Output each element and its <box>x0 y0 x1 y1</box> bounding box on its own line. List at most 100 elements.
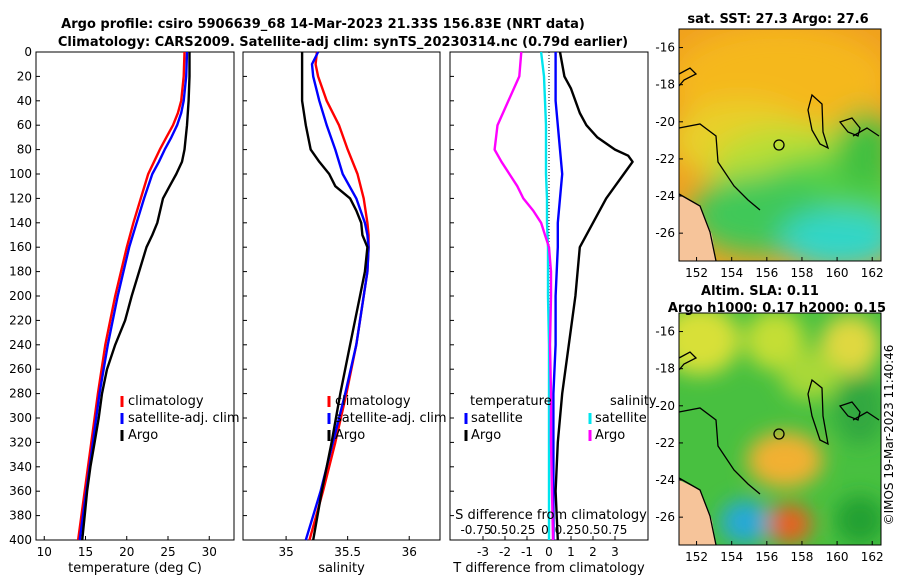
salinity-xtick-label: 35 <box>278 545 293 559</box>
sla_map-lat-label: -22 <box>655 436 675 450</box>
sla-map-title-line1: Altim. SLA: 0.11 <box>701 284 819 299</box>
imos-stamp: ©IMOS 19-Mar-2023 11:40:46 <box>882 345 896 526</box>
depth-tick-label: 360 <box>9 484 32 498</box>
temperature-xlabel: temperature (deg C) <box>68 561 202 576</box>
sla_map-lon-label: 154 <box>720 550 743 564</box>
diff-legend-right-label: satellite <box>595 411 647 426</box>
salinity-series-satellite-adj-clim <box>304 51 370 541</box>
differences-xtick-label: -1 <box>521 545 533 559</box>
sst_map-axes: 152 154 156 158 160 162 -16 -18 -20 -22 -24 -26 <box>655 41 883 280</box>
salinity-diff-tick-label: 0.25 <box>555 523 582 537</box>
diff-legend-left-label: satellite <box>471 411 523 426</box>
depth-tick-label: 100 <box>9 167 32 181</box>
temperature-series-argo <box>81 52 191 541</box>
differences-series-salinity-argo <box>493 51 555 541</box>
sst_map-lon-label: 152 <box>685 266 708 280</box>
differences-xtick-label: -2 <box>499 545 511 559</box>
temperature-xtick-label: 25 <box>160 545 175 559</box>
depth-tick-label: 340 <box>9 460 32 474</box>
differences-xtick-label: 3 <box>611 545 619 559</box>
salinity-legend-label: climatology <box>335 394 411 409</box>
sla_map-lon-label: 160 <box>826 550 849 564</box>
differences-xtick-label: 0 <box>545 545 553 559</box>
depth-tick-label: 380 <box>9 509 32 523</box>
salinity-legend-label: satellite-adj. clim <box>335 411 447 426</box>
sla_map-lon-label: 162 <box>861 550 884 564</box>
salinity-diff-tick-label: 0.25 <box>509 523 536 537</box>
sla-map-coastline <box>678 351 880 546</box>
differences-xtick-label: 1 <box>567 545 575 559</box>
legend-temperature-title: temperature <box>470 394 552 409</box>
depth-tick-label: 80 <box>17 143 32 157</box>
sla-map <box>679 313 881 545</box>
temperature-legend-label: Argo <box>128 428 158 443</box>
sst_map-lon-label: 162 <box>861 266 884 280</box>
depth-tick-label: 260 <box>9 362 32 376</box>
salinity-series-climatology <box>308 51 370 541</box>
depth-tick-label: 200 <box>9 289 32 303</box>
sst_map-lon-label: 154 <box>720 266 743 280</box>
panel-differences: -3 -2 -1 0 1 2 3T difference from climatologyt… <box>449 51 657 576</box>
salinity-diff-tick-label: 0.75 <box>601 523 628 537</box>
salinity-diff-tick-label: 0 <box>541 523 549 537</box>
panel-temperature: 0 20 40 60 80 100 120 140 160 180 200 220 240 260 280 3… <box>9 45 240 576</box>
sla_map-lat-label: -26 <box>655 510 675 524</box>
salinity-diff-tick-label: -0.75 <box>460 523 491 537</box>
sst_map-lat-label: -18 <box>655 78 675 92</box>
diff-legend-left-label: Argo <box>471 428 501 443</box>
sla_map-lon-label: 156 <box>755 550 778 564</box>
depth-tick-label: 0 <box>24 45 32 59</box>
sla-map-title-line2: Argo h1000: 0.17 h2000: 0.15 <box>668 301 886 316</box>
depth-tick-label: 20 <box>17 69 32 83</box>
depth-tick-label: 300 <box>9 411 32 425</box>
salinity-frame <box>242 51 441 541</box>
depth-tick-label: 140 <box>9 216 32 230</box>
sst-map-title: sat. SST: 27.3 Argo: 27.6 <box>687 12 868 27</box>
temperature-legend-label: satellite-adj. clim <box>128 411 240 426</box>
legend-salinity-title: salinity <box>610 394 657 409</box>
depth-tick-label: 180 <box>9 265 32 279</box>
differences-xlabel: T difference from climatology <box>452 561 645 576</box>
sla_map-lat-label: -18 <box>655 362 675 376</box>
sst_map-lon-label: 156 <box>755 266 778 280</box>
salinity-diff-tick-label: 0.5 <box>581 523 600 537</box>
salinity-xtick-label: 35.5 <box>334 545 361 559</box>
salinity-xtick-label: 36 <box>402 545 417 559</box>
sla_map-lat-label: -20 <box>655 399 675 413</box>
figure-title-line1: Argo profile: csiro 5906639_68 14-Mar-20… <box>61 17 585 32</box>
temperature-series-satellite-adj-clim <box>78 51 189 541</box>
depth-tick-label: 60 <box>17 118 32 132</box>
sst-map-frame <box>678 28 882 262</box>
sst_map-lat-label: -16 <box>655 41 675 55</box>
temperature-legend-label: climatology <box>128 394 204 409</box>
sla_map-lon-label: 158 <box>791 550 814 564</box>
sst_map-lat-label: -20 <box>655 115 675 129</box>
depth-tick-label: 160 <box>9 240 32 254</box>
sla_map-lat-label: -24 <box>655 473 675 487</box>
diff-legend-right-label: Argo <box>595 428 625 443</box>
sla-map-frame <box>678 312 882 546</box>
sst_map-lat-label: -24 <box>655 189 675 203</box>
sla_map-axes: 152 154 156 158 160 162 -16 -18 -20 -22 -24 -26 <box>655 325 883 564</box>
temperature-xtick-label: 10 <box>37 545 52 559</box>
temperature-frame <box>35 51 235 541</box>
depth-tick-label: 240 <box>9 338 32 352</box>
differences-series-temperature-satellite <box>552 52 564 540</box>
salinity-diff-axis-label: S difference from climatology <box>455 508 647 523</box>
depth-tick-label: 220 <box>9 313 32 327</box>
differences-xtick-label: 2 <box>589 545 597 559</box>
sst_map-lon-label: 160 <box>826 266 849 280</box>
depth-tick-label: 120 <box>9 191 32 205</box>
salinity-series-argo <box>300 52 369 541</box>
differences-xtick-label: -3 <box>477 545 489 559</box>
depth-tick-label: 400 <box>9 533 32 547</box>
sst-map <box>679 29 881 261</box>
salinity-diff-tick-label: 0.5 <box>489 523 508 537</box>
differences-series-temperature-argo <box>554 51 634 541</box>
sla_map-lat-label: -16 <box>655 325 675 339</box>
panel-salinity: 35 35.5 36 salinity climatology satellite-adj… <box>242 51 447 576</box>
temperature-xtick-label: 20 <box>119 545 134 559</box>
sst-map-coastline <box>678 67 880 262</box>
sla_map-lon-label: 152 <box>685 550 708 564</box>
